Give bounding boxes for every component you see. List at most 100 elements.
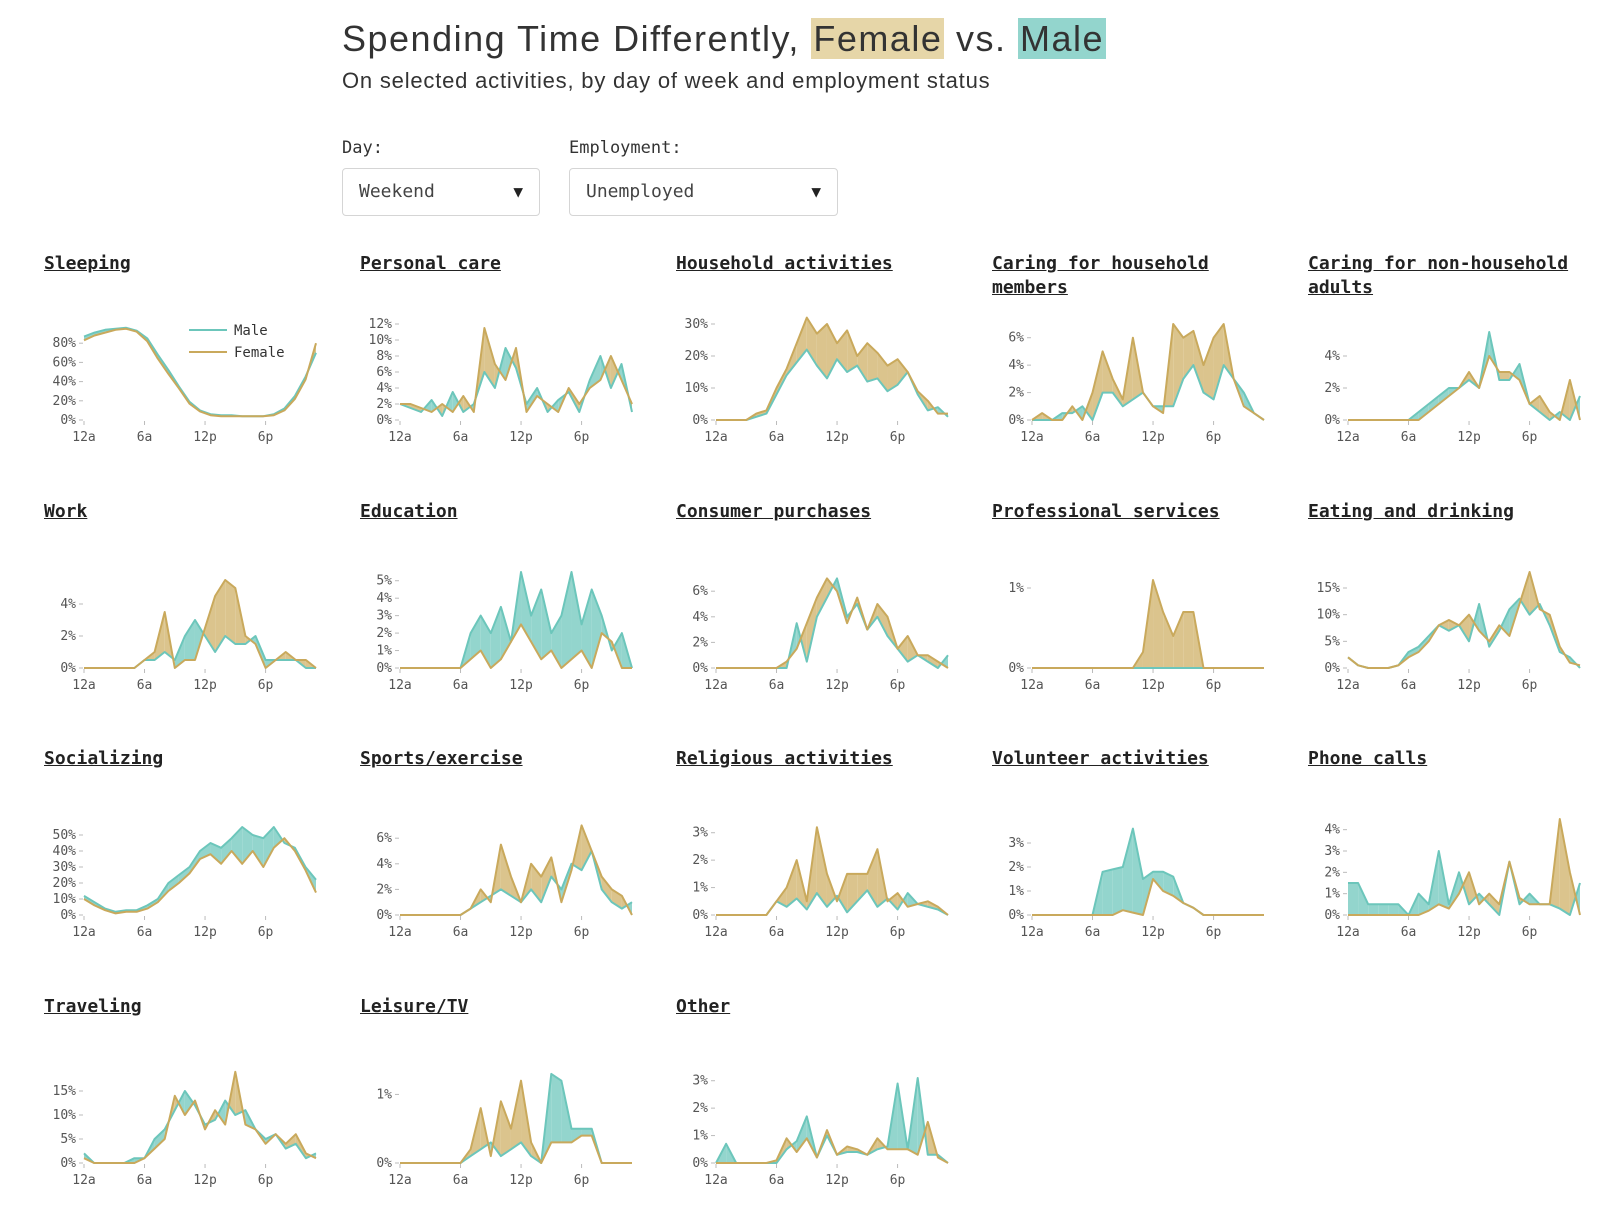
female-excess-area xyxy=(806,597,817,662)
male-excess-area xyxy=(551,1073,562,1143)
chart-title-professional-services[interactable]: Professional services xyxy=(992,501,1220,522)
chart-panel-education: Education 0% 1% 2% 3% 4% 5% 12a 6a 12p 6p xyxy=(360,500,660,720)
y-tick-label: 60% xyxy=(53,355,77,370)
x-tick-label: 12a xyxy=(72,925,95,940)
x-tick-label: 12p xyxy=(509,925,533,940)
legend-female-label: Female xyxy=(234,345,285,361)
female-series-line xyxy=(400,1079,632,1164)
male-excess-area xyxy=(581,589,592,668)
female-excess-area xyxy=(225,580,236,644)
chart-title-religious-activities[interactable]: Religious activities xyxy=(676,748,893,769)
male-series-line xyxy=(399,347,633,417)
male-excess-area xyxy=(1163,871,1174,896)
difference-areas xyxy=(1092,828,1204,915)
male-excess-area xyxy=(1418,893,1429,915)
chart-svg-socializing: 0%10%20%30%40%50% 12a 6a 12p 6p xyxy=(53,826,317,940)
female-excess-area xyxy=(1153,580,1164,668)
chart-title-caring-for-household-members[interactable]: Caring for household members xyxy=(992,253,1209,298)
chart-title-socializing[interactable]: Socializing xyxy=(44,748,164,769)
day-select[interactable]: Weekend ▼ xyxy=(342,168,540,216)
female-excess-area xyxy=(796,317,807,363)
chart-svg-volunteer-activities: 0% 1% 2% 3% 12a 6a 12p 6p xyxy=(1008,827,1264,940)
x-tick-label: 6p xyxy=(1522,925,1538,940)
y-tick-label: 10% xyxy=(53,892,77,907)
employment-select[interactable]: Unemployed ▼ xyxy=(569,168,838,216)
chart-svg-leisure-tv: 0% 1% 12a 6a 12p 6p xyxy=(376,1072,632,1188)
y-tick-label: 3% xyxy=(692,826,708,841)
male-excess-area xyxy=(168,875,179,891)
male-excess-area xyxy=(154,1129,165,1149)
chart-title-household-activities[interactable]: Household activities xyxy=(676,253,893,274)
female-excess-area xyxy=(1183,330,1194,379)
y-tick-label: 1% xyxy=(376,1087,392,1102)
female-excess-area xyxy=(1438,620,1449,631)
female-excess-area xyxy=(541,857,552,903)
chart-svg-sleeping: 0% 20% 40% 60% 80% 12a 6a 12p 6p Male Female xyxy=(53,323,317,445)
male-excess-area xyxy=(252,835,264,867)
chart-title-eating-and-drinking[interactable]: Eating and drinking xyxy=(1308,501,1514,522)
chart-title-sports-exercise[interactable]: Sports/exercise xyxy=(360,748,523,769)
x-tick-label: 6a xyxy=(453,925,469,940)
x-tick-label: 12a xyxy=(1020,678,1043,693)
y-tick-label: 20% xyxy=(685,349,709,364)
x-tick-label: 12p xyxy=(1457,925,1481,940)
x-tick-label: 12p xyxy=(1141,925,1165,940)
y-tick-label: 0% xyxy=(692,908,708,923)
chart-title-volunteer-activities[interactable]: Volunteer activities xyxy=(992,748,1209,769)
male-excess-area xyxy=(490,606,501,668)
chart-title-leisure-tv[interactable]: Leisure/TV xyxy=(360,996,469,1017)
male-excess-area xyxy=(178,1091,185,1115)
female-excess-area xyxy=(581,825,592,871)
male-excess-area xyxy=(1448,388,1459,396)
female-excess-area xyxy=(927,655,938,668)
x-tick-label: 6p xyxy=(1206,925,1222,940)
female-excess-area xyxy=(1499,372,1510,380)
x-tick-label: 6a xyxy=(137,678,153,693)
male-excess-area xyxy=(1398,904,1409,915)
y-tick-label: 40% xyxy=(53,375,77,390)
male-excess-area xyxy=(541,589,552,660)
y-tick-label: 2% xyxy=(60,629,76,644)
y-tick-label: 2% xyxy=(376,397,392,412)
female-excess-area xyxy=(1032,413,1043,420)
female-excess-area xyxy=(867,343,878,382)
female-excess-area xyxy=(610,356,618,388)
chart-title-work[interactable]: Work xyxy=(44,501,88,522)
female-series-line xyxy=(400,824,633,916)
y-tick-label: 0% xyxy=(692,661,708,676)
female-excess-area xyxy=(816,578,827,617)
y-tick-label: 8% xyxy=(376,349,392,364)
female-excess-area xyxy=(500,1101,511,1157)
male-excess-area xyxy=(531,589,542,660)
x-tick-label: 6p xyxy=(1522,430,1538,445)
chart-title-caring-for-non-household-adults[interactable]: Caring for non-household adults xyxy=(1308,253,1569,298)
chart-title-consumer-purchases[interactable]: Consumer purchases xyxy=(676,501,872,522)
female-excess-area xyxy=(838,873,848,913)
female-excess-area xyxy=(510,1080,522,1150)
female-excess-area xyxy=(1203,337,1214,400)
chart-title-other[interactable]: Other xyxy=(676,996,731,1017)
female-excess-area xyxy=(816,324,827,379)
chart-title-phone-calls[interactable]: Phone calls xyxy=(1308,748,1428,769)
x-tick-label: 12p xyxy=(509,1173,533,1188)
male-excess-area xyxy=(273,827,283,848)
employment-select-value: Unemployed xyxy=(586,181,695,202)
chart-title-traveling[interactable]: Traveling xyxy=(44,996,142,1017)
chevron-down-icon: ▼ xyxy=(811,182,821,201)
day-label: Day: xyxy=(342,138,383,158)
female-excess-area xyxy=(897,636,908,662)
male-excess-area xyxy=(500,606,511,660)
chart-title-personal-care[interactable]: Personal care xyxy=(360,253,501,274)
chart-title-sleeping[interactable]: Sleeping xyxy=(44,253,131,274)
female-series-line xyxy=(400,327,633,413)
chart-panel-socializing: Socializing 0% 10% 20% 30% 40% 50% 12a 6a 12p 6p xyxy=(44,747,344,967)
chart-title-education[interactable]: Education xyxy=(360,501,458,522)
female-excess-area xyxy=(1489,893,1500,915)
female-series-line xyxy=(83,327,317,418)
y-tick-label: 2% xyxy=(376,626,392,641)
y-tick-label: 3% xyxy=(376,609,392,624)
y-tick-label: 0% xyxy=(1324,661,1340,676)
chart-svg-phone-calls: 0% 1% 2% 3% 4% 12a 6a 12p 6p xyxy=(1324,818,1581,940)
female-excess-area xyxy=(275,652,286,660)
chart-svg-work: 0% 2% 4% 12a 6a 12p 6p xyxy=(60,579,317,693)
